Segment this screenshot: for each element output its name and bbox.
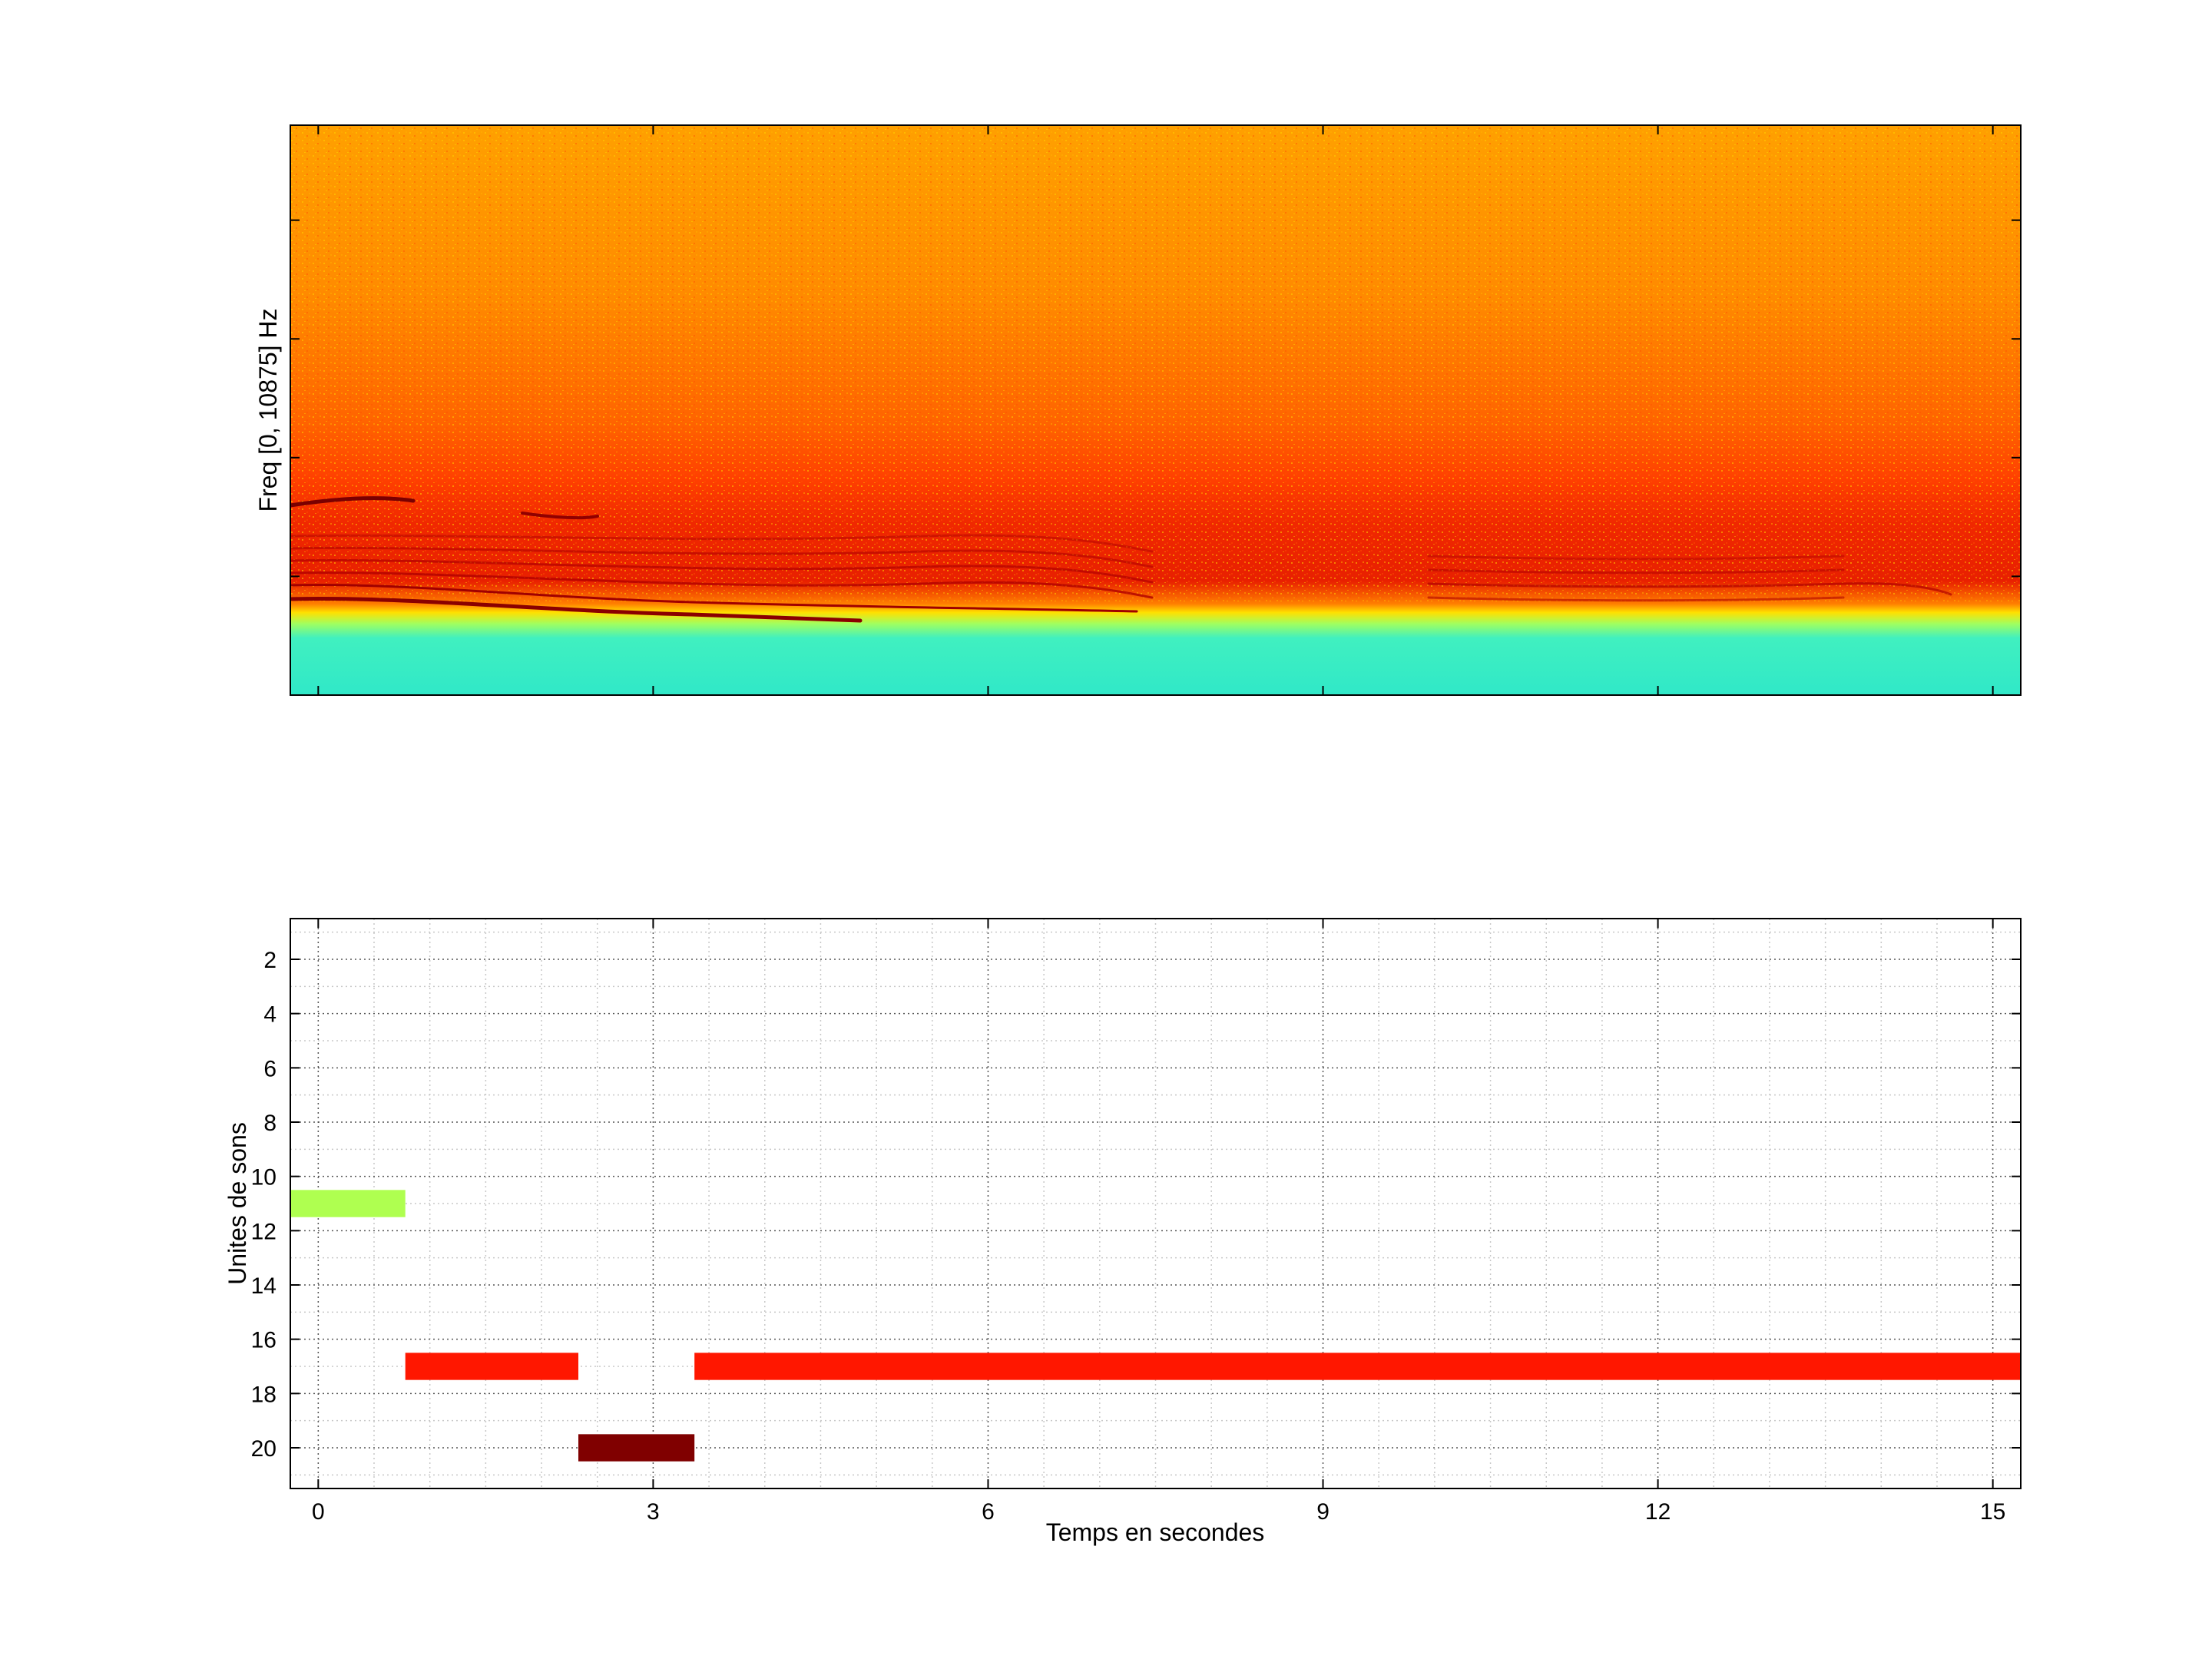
timeline-major-grid [290,919,2021,1488]
timeline-segment [290,1190,406,1217]
y-tick-label: 4 [263,1002,276,1028]
y-tick-label: 18 [251,1382,276,1407]
timeline-panel: 0 3 6 9 12 15 2 4 6 8 10 12 14 16 18 20 Temps en secon… [224,918,2022,1546]
y-tick-label: 14 [251,1273,276,1299]
timeline-segment [694,1353,2021,1380]
y-tick-label: 12 [251,1219,276,1244]
spectrogram-panel: Freq [0, 10875] Hz [254,124,2022,696]
timeline-frame [290,918,2022,1489]
x-tick-label: 12 [1645,1499,1671,1525]
timeline-tick-marks [290,919,2021,1488]
spectrogram-harmonics [290,496,1952,623]
spectrogram-y-label: Freq [0, 10875] Hz [254,308,282,512]
y-tick-label: 2 [263,948,276,973]
x-tick-label: 3 [647,1499,660,1525]
timeline-x-label: Temps en secondes [1046,1518,1265,1546]
timeline-segment [578,1434,695,1462]
y-tick-label: 6 [263,1056,276,1081]
x-tick-label: 0 [312,1499,325,1525]
timeline-segment [405,1353,579,1380]
x-tick-labels: 0 3 6 9 12 15 [312,1499,2005,1525]
y-tick-label: 8 [263,1111,276,1136]
spectrogram-frame [290,124,2022,696]
x-tick-label: 6 [982,1499,995,1525]
spectrogram-noise-top [290,125,2021,601]
y-tick-label: 20 [251,1436,276,1462]
y-tick-label: 16 [251,1328,276,1353]
y-tick-labels: 2 4 6 8 10 12 14 16 18 20 [251,948,276,1462]
x-tick-label: 9 [1316,1499,1330,1525]
x-tick-label: 15 [1980,1499,2005,1525]
timeline-segments [290,1190,2021,1462]
timeline-y-label: Unites de sons [224,1122,251,1285]
y-tick-label: 10 [251,1165,276,1190]
